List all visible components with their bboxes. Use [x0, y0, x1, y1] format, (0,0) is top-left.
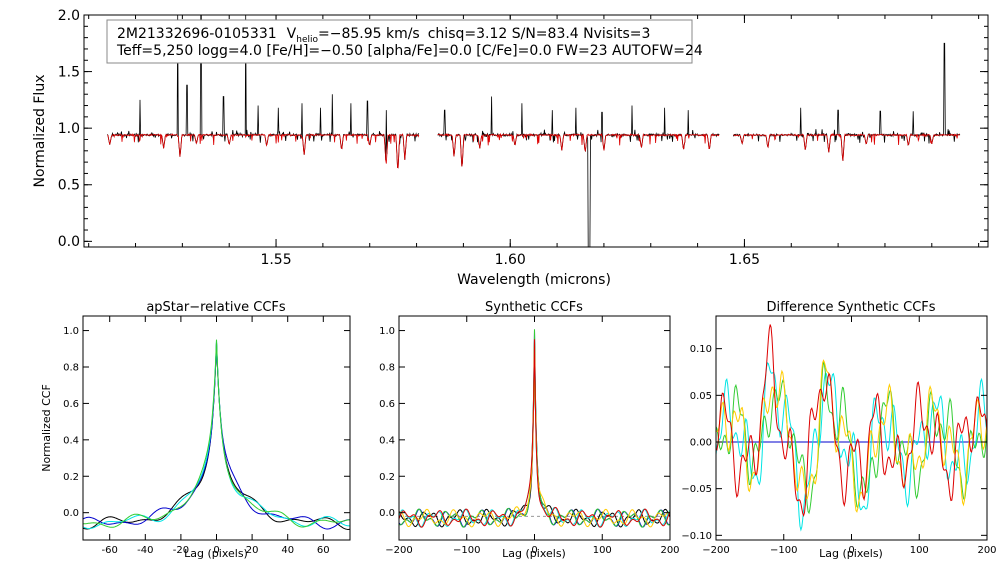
x-tick-label: −100	[453, 545, 480, 556]
x-tick-label: 100	[593, 545, 612, 556]
ccf-series-line	[399, 329, 670, 528]
spectrum-panel: 1.55 1.60 1.65 0.0 0.5 1.0 1.5 2.0 2M21332696-0…	[32, 8, 989, 288]
x-tick-label: 0	[531, 545, 537, 556]
ccf-series-line	[716, 359, 987, 513]
spectrum-lines	[107, 15, 961, 247]
apstar-ccf-x-axis-label: Lag (pixels)	[184, 547, 248, 560]
y-tick-label: 0.8	[379, 362, 395, 373]
x-tick-label: 1.65	[729, 252, 760, 268]
y-tick-label: 0.00	[690, 438, 712, 449]
synthetic-ccf-x-axis-label: Lag (pixels)	[502, 547, 566, 560]
star-id: 2M21332696-0105331	[117, 26, 277, 42]
spectrum-x-axis-label: Wavelength (microns)	[457, 272, 611, 288]
spectrum-plot-frame	[83, 14, 989, 248]
x-tick-label: -60	[102, 545, 118, 556]
y-tick-label: 0.6	[63, 399, 79, 410]
x-tick-label: -20	[173, 545, 189, 556]
apstar-ccf-ticks: -60 -40 -20 0 20 40 60 0.0 0.2 0.4 0.6 0.8 1.0	[63, 316, 350, 556]
x-tick-label: 60	[317, 545, 330, 556]
spectrum-ticks: 1.55 1.60 1.65 0.0 0.5 1.0 1.5 2.0	[58, 8, 988, 268]
info-box-frame	[106, 19, 693, 64]
y-tick-label: 2.0	[58, 8, 80, 24]
spectrum-y-axis-label: Normalized Flux	[32, 75, 48, 188]
spectrum-info-box: 2M21332696-0105331 Vhelio=−85.95 km/s chis…	[106, 19, 703, 64]
y-tick-label: 0.10	[690, 344, 712, 355]
ccf-series-line	[716, 324, 987, 517]
apstar-ccf-panel: -60 -40 -20 0 20 40 60 0.0 0.2 0.4 0.6 0.8 1.0 apSta…	[40, 300, 351, 560]
y-tick-label: 0.4	[63, 435, 79, 446]
apstar-ccf-title: apStar−relative CCFs	[146, 300, 286, 315]
ccf-series-line	[83, 339, 350, 528]
x-tick-label: -40	[137, 545, 153, 556]
ccf-series-line	[399, 339, 670, 528]
ccf-series-line	[83, 342, 350, 530]
ccf-series-line	[83, 342, 350, 531]
info-line-2: Teff=5,250 logg=4.0 [Fe/H]=−0.50 [alpha/…	[116, 43, 703, 59]
x-tick-label: 100	[910, 545, 929, 556]
x-tick-label: −100	[770, 545, 797, 556]
fit-statistics: chisq=3.12 S/N=83.4 Nvisits=3	[428, 26, 651, 42]
y-tick-label: 0.0	[63, 508, 79, 519]
velocity-subscript: helio	[296, 35, 318, 45]
y-tick-label: 0.05	[690, 391, 712, 402]
y-tick-label: 1.0	[379, 326, 395, 337]
velocity-label: V	[287, 26, 297, 42]
difference-ccf-lines	[716, 324, 987, 532]
y-tick-label: 0.5	[58, 178, 80, 194]
y-tick-label: 0.2	[379, 472, 395, 483]
synthetic-ccf-lines	[399, 329, 670, 528]
difference-ccf-ticks: −200 −100 0 100 200 −0.10 −0.05 0.00 0.05 0.10	[681, 316, 997, 556]
y-tick-label: 0.2	[63, 472, 79, 483]
ccf-series-line	[716, 361, 987, 515]
synthetic-ccf-panel: −200 −100 0 100 200 0.0 0.2 0.4 0.6 0.8 1.0 Synthe…	[379, 300, 679, 560]
apstar-ccf-y-axis-label: Normalized CCF	[40, 384, 53, 472]
x-tick-label: 200	[977, 545, 996, 556]
y-tick-label: 0.8	[63, 362, 79, 373]
ccf-series-line	[83, 339, 350, 530]
y-tick-label: 1.0	[58, 121, 80, 137]
y-tick-label: 1.0	[63, 326, 79, 337]
y-tick-label: 0.0	[379, 508, 395, 519]
synthetic-ccf-title: Synthetic CCFs	[485, 300, 583, 315]
difference-ccf-x-axis-label: Lag (pixels)	[819, 547, 883, 560]
y-tick-label: 1.5	[58, 64, 80, 80]
info-line-1: 2M21332696-0105331 Vhelio=−85.95 km/s chis…	[117, 26, 650, 45]
y-tick-label: 0.0	[58, 234, 80, 250]
model-spectrum-line	[107, 132, 960, 169]
x-tick-label: 0	[848, 545, 854, 556]
x-tick-label: 40	[281, 545, 294, 556]
difference-ccf-title: Difference Synthetic CCFs	[766, 300, 935, 315]
y-tick-label: 0.6	[379, 399, 395, 410]
synthetic-ccf-ticks: −200 −100 0 100 200 0.0 0.2 0.4 0.6 0.8 1.0	[379, 316, 680, 556]
velocity-value: =−85.95 km/s	[318, 26, 420, 42]
x-tick-label: 200	[660, 545, 679, 556]
y-tick-label: −0.10	[681, 531, 712, 542]
x-tick-label: 0	[213, 545, 219, 556]
difference-ccf-panel: −200 −100 0 100 200 −0.10 −0.05 0.00 0.05 0.10 Di…	[681, 300, 996, 560]
apstar-ccf-lines	[83, 339, 350, 531]
x-tick-label: −200	[385, 545, 412, 556]
y-tick-label: −0.05	[681, 484, 712, 495]
x-tick-label: 1.55	[260, 252, 291, 268]
y-tick-label: 0.4	[379, 435, 395, 446]
x-tick-label: 1.60	[495, 252, 526, 268]
x-tick-label: 20	[246, 545, 259, 556]
x-tick-label: −200	[702, 545, 729, 556]
